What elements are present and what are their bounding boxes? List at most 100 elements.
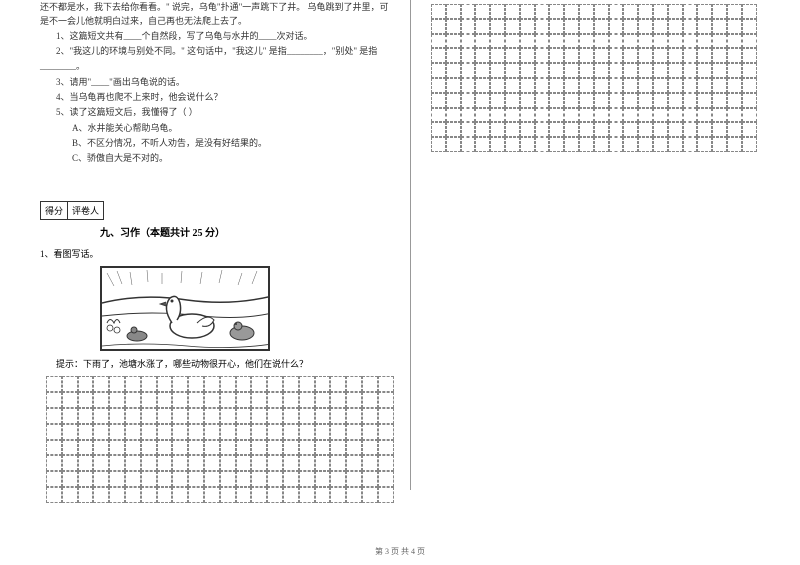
grid-cell — [46, 455, 62, 471]
grid-cell — [46, 487, 62, 503]
grid-cell — [564, 34, 579, 49]
option-b: B、不区分情况，不听人劝告，是没有好结果的。 — [40, 136, 390, 151]
section-title: 九、习作（本题共计 25 分） — [40, 224, 390, 239]
grid-cell — [446, 34, 461, 49]
grid-cell — [653, 34, 668, 49]
grid-cell — [78, 424, 94, 440]
grid-cell — [535, 34, 550, 49]
grid-cell — [609, 108, 624, 123]
grid-cell — [505, 19, 520, 34]
page-content: 还不都是水，我下去给你看看。" 说完，乌龟"扑通"一声跳下了井。 乌龟跳到了井里… — [0, 0, 800, 503]
grid-cell — [475, 34, 490, 49]
grid-cell — [579, 4, 594, 19]
grid-cell — [330, 471, 346, 487]
grid-cell — [220, 440, 236, 456]
grid-cell — [623, 63, 638, 78]
grid-cell — [125, 376, 141, 392]
grid-cell — [78, 471, 94, 487]
grid-cell — [475, 19, 490, 34]
grid-cell — [638, 63, 653, 78]
left-column: 还不都是水，我下去给你看看。" 说完，乌龟"扑通"一声跳下了井。 乌龟跳到了井里… — [40, 0, 410, 503]
grid-cell — [535, 78, 550, 93]
grid-cell — [251, 376, 267, 392]
grid-cell — [520, 63, 535, 78]
grid-cell — [609, 78, 624, 93]
grid-cell — [668, 4, 683, 19]
grid-cell — [475, 108, 490, 123]
passage-line-2: 是不一会儿他就明白过来，自己再也无法爬上去了。 — [40, 14, 390, 28]
grid-cell — [62, 487, 78, 503]
grid-cell — [623, 137, 638, 152]
grid-cell — [236, 392, 252, 408]
grid-cell — [697, 4, 712, 19]
grid-cell — [623, 34, 638, 49]
grid-cell — [431, 34, 446, 49]
grid-cell — [475, 93, 490, 108]
grid-cell — [594, 48, 609, 63]
grid-cell — [623, 4, 638, 19]
grid-cell — [490, 48, 505, 63]
grid-cell — [594, 63, 609, 78]
grid-cell — [283, 455, 299, 471]
grid-cell — [638, 78, 653, 93]
grid-cell — [549, 78, 564, 93]
grid-cell — [188, 440, 204, 456]
grid-cell — [505, 63, 520, 78]
grid-cell — [330, 392, 346, 408]
grid-cell — [490, 122, 505, 137]
grid-cell — [683, 137, 698, 152]
grid-cell — [712, 78, 727, 93]
grid-cell — [157, 424, 173, 440]
grid-cell — [505, 93, 520, 108]
grid-cell — [204, 408, 220, 424]
grid-cell — [727, 19, 742, 34]
grid-cell — [125, 455, 141, 471]
grid-cell — [668, 137, 683, 152]
question-2a: 2、"我这儿的环境与别处不同。" 这句话中，"我这儿" 是指________，"… — [40, 44, 390, 59]
grid-cell — [93, 392, 109, 408]
grid-cell — [697, 63, 712, 78]
grid-cell — [315, 376, 331, 392]
grid-cell — [220, 424, 236, 440]
grid-cell — [299, 376, 315, 392]
grid-cell — [490, 34, 505, 49]
grid-cell — [141, 455, 157, 471]
grid-cell — [535, 137, 550, 152]
grid-cell — [742, 63, 757, 78]
grid-cell — [623, 78, 638, 93]
score-table: 得分 评卷人 — [40, 201, 390, 220]
grid-cell — [446, 63, 461, 78]
grid-cell — [742, 93, 757, 108]
grid-cell — [236, 408, 252, 424]
grid-cell — [141, 440, 157, 456]
grid-cell — [594, 122, 609, 137]
grid-cell — [172, 440, 188, 456]
grid-cell — [188, 424, 204, 440]
grid-cell — [188, 487, 204, 503]
grid-cell — [446, 108, 461, 123]
grid-cell — [299, 424, 315, 440]
grid-cell — [283, 440, 299, 456]
grid-cell — [283, 487, 299, 503]
grid-cell — [623, 93, 638, 108]
grid-cell — [579, 19, 594, 34]
grid-cell — [505, 4, 520, 19]
grid-cell — [609, 4, 624, 19]
grid-cell — [579, 122, 594, 137]
grid-cell — [712, 48, 727, 63]
grid-cell — [727, 137, 742, 152]
grid-cell — [505, 48, 520, 63]
grid-cell — [564, 48, 579, 63]
grid-cell — [579, 34, 594, 49]
grid-cell — [109, 455, 125, 471]
grid-cell — [683, 122, 698, 137]
grid-cell — [362, 424, 378, 440]
grid-cell — [727, 93, 742, 108]
writing-grid-right — [431, 4, 741, 152]
grid-cell — [188, 376, 204, 392]
grid-cell — [505, 34, 520, 49]
grid-cell — [236, 440, 252, 456]
grid-cell — [475, 78, 490, 93]
grid-cell — [431, 19, 446, 34]
grid-cell — [653, 78, 668, 93]
